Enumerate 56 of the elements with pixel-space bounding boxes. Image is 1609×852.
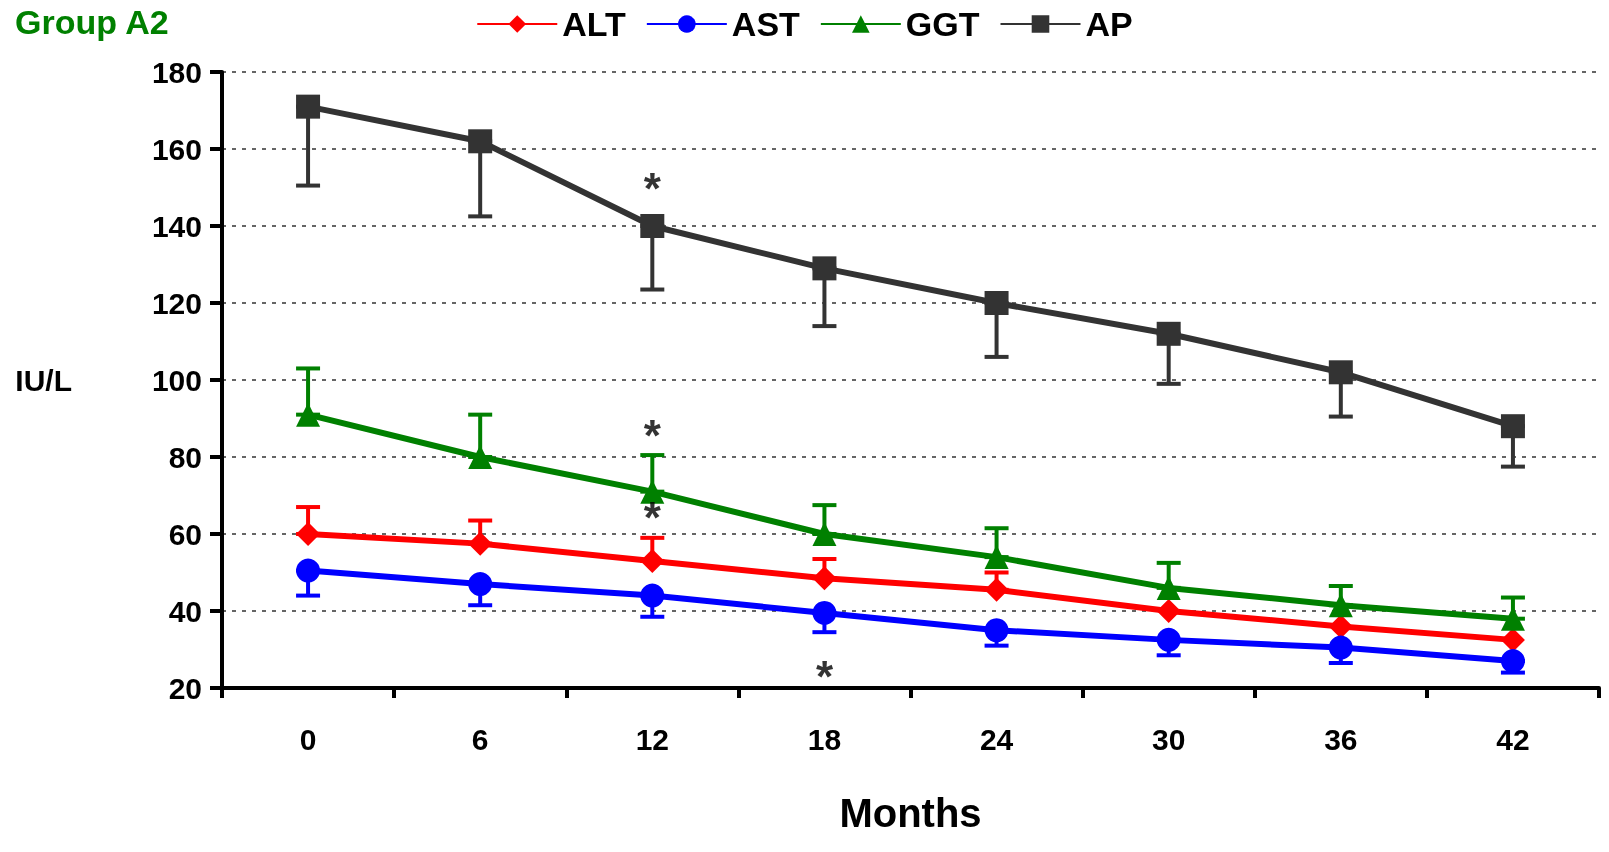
point xyxy=(640,548,665,573)
annotation: * xyxy=(815,651,834,701)
point xyxy=(1328,593,1353,618)
y-tick-label: 160 xyxy=(151,132,202,166)
annotation: * xyxy=(643,493,662,543)
point xyxy=(1156,627,1181,652)
point xyxy=(984,577,1009,602)
point xyxy=(1328,635,1353,660)
x-tick-label: 36 xyxy=(1324,722,1358,756)
legend-label: AST xyxy=(731,5,801,43)
y-tick-label: 140 xyxy=(151,209,202,243)
x-tick-label: 6 xyxy=(471,722,489,756)
y-tick-label: 60 xyxy=(168,517,202,551)
point xyxy=(1328,360,1353,385)
point xyxy=(468,445,493,469)
point xyxy=(640,583,665,608)
annotation: * xyxy=(643,163,662,213)
point xyxy=(468,531,493,556)
point xyxy=(1500,649,1525,674)
legend-label: AP xyxy=(1085,5,1133,43)
x-tick-label: 30 xyxy=(1152,722,1186,756)
point xyxy=(296,558,321,583)
chart-title: Group A2 xyxy=(15,3,169,41)
point xyxy=(1328,614,1353,639)
point xyxy=(640,479,665,504)
point xyxy=(296,522,321,546)
point xyxy=(812,522,837,546)
point xyxy=(984,291,1009,315)
point xyxy=(812,566,837,591)
x-tick-label: 0 xyxy=(299,722,317,756)
legend-label: GGT xyxy=(905,5,980,43)
x-tick-label: 12 xyxy=(635,722,669,756)
legend-label: ALT xyxy=(562,5,627,43)
point xyxy=(1156,599,1181,623)
point xyxy=(984,545,1009,570)
annotation: * xyxy=(643,410,662,460)
point xyxy=(1500,414,1525,439)
y-tick-label: 120 xyxy=(151,286,202,320)
x-tick-label: 42 xyxy=(1496,722,1530,756)
point xyxy=(812,256,837,281)
point xyxy=(296,94,321,119)
point xyxy=(984,618,1009,643)
x-tick-label: 18 xyxy=(807,722,842,756)
x-axis-title: Months xyxy=(839,791,982,835)
point xyxy=(812,600,837,625)
y-tick-label: 80 xyxy=(168,440,202,474)
y-tick-label: 20 xyxy=(168,671,202,705)
y-axis-title: IU/L xyxy=(15,363,72,397)
point xyxy=(468,129,493,154)
y-tick-label: 180 xyxy=(151,55,202,89)
x-tick-label: 24 xyxy=(979,722,1014,756)
point xyxy=(468,572,493,597)
point xyxy=(640,214,665,238)
y-tick-label: 100 xyxy=(151,363,202,397)
point xyxy=(1156,321,1181,346)
y-tick-label: 40 xyxy=(168,594,202,628)
